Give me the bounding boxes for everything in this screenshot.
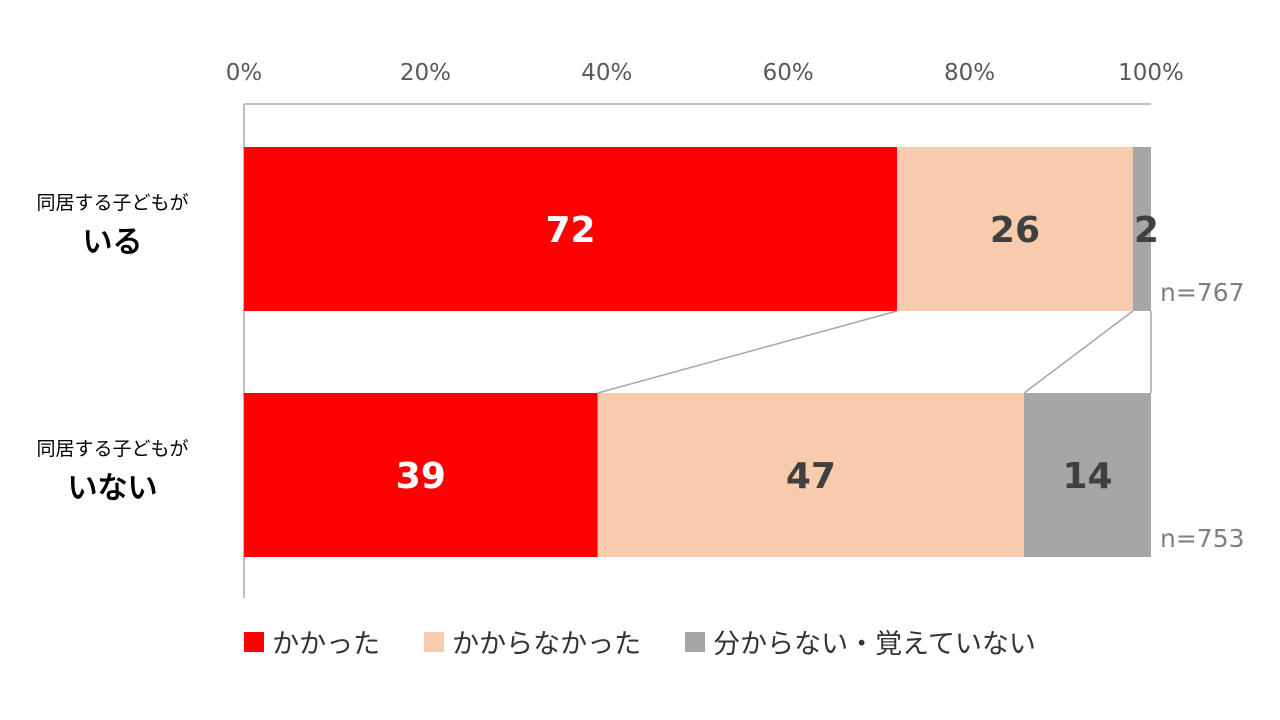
x-tick-label: 0% — [226, 60, 263, 86]
sample-size-label: n=753 — [1160, 524, 1245, 553]
bar-segment — [244, 393, 598, 557]
category-label-line2: いない — [67, 471, 158, 506]
legend-label: かかった — [272, 629, 381, 660]
x-tick-label: 60% — [763, 60, 814, 86]
bar-segment — [597, 393, 1025, 557]
data-label: 14 — [1062, 456, 1112, 497]
bar-segment — [897, 147, 1133, 311]
data-label: 47 — [786, 456, 836, 497]
data-label: 39 — [396, 456, 446, 497]
bar-segment — [1024, 393, 1151, 557]
x-tick-label: 20% — [400, 60, 451, 86]
legend-swatch — [244, 631, 265, 652]
category-label-line1: 同居する子どもが — [36, 192, 189, 214]
category-label-1: 同居する子どもが いない — [0, 434, 225, 507]
x-tick-label: 40% — [581, 60, 632, 86]
connector-line — [1023, 310, 1134, 394]
legend-label: 分からない・覚えていない — [713, 629, 1036, 660]
bar-segment — [1132, 147, 1151, 311]
category-label-line2: いる — [82, 225, 143, 260]
x-tick-label: 100% — [1118, 60, 1184, 86]
data-label: 26 — [990, 210, 1040, 251]
connector-line — [597, 310, 898, 394]
legend-item-2: 分からない・覚えていない — [685, 622, 1036, 661]
bar-segment — [244, 147, 898, 311]
sample-size-label: n=767 — [1160, 278, 1245, 307]
category-label-line1: 同居する子どもが — [36, 438, 189, 460]
legend-label: かからなかった — [452, 629, 642, 660]
data-label: 2 — [1134, 210, 1159, 251]
legend: かかった かからなかった 分からない・覚えていない — [0, 622, 1280, 661]
x-tick-label: 80% — [944, 60, 995, 86]
legend-swatch — [424, 631, 445, 652]
legend-item-1: かからなかった — [424, 622, 641, 661]
data-label: 72 — [545, 210, 595, 251]
category-label-0: 同居する子どもが いる — [0, 188, 225, 261]
legend-item-0: かかった — [244, 622, 380, 661]
legend-swatch — [685, 631, 706, 652]
